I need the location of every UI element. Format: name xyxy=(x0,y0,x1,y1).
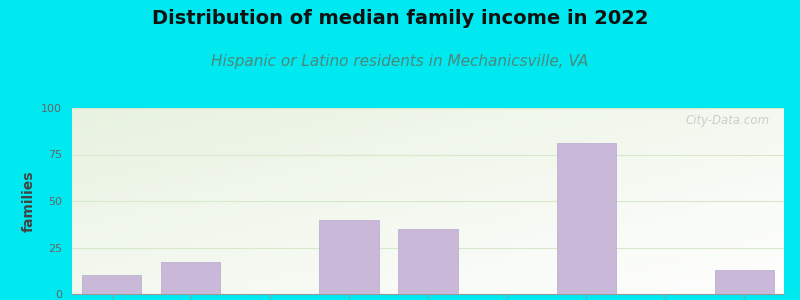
Bar xyxy=(82,275,142,294)
Bar xyxy=(161,262,220,294)
Bar xyxy=(398,229,458,294)
Bar xyxy=(319,220,378,294)
Text: Distribution of median family income in 2022: Distribution of median family income in … xyxy=(152,9,648,28)
Bar xyxy=(714,270,774,294)
Text: City-Data.com: City-Data.com xyxy=(686,114,770,127)
Bar xyxy=(557,143,616,294)
Y-axis label: families: families xyxy=(22,170,36,232)
Text: Hispanic or Latino residents in Mechanicsville, VA: Hispanic or Latino residents in Mechanic… xyxy=(211,54,589,69)
